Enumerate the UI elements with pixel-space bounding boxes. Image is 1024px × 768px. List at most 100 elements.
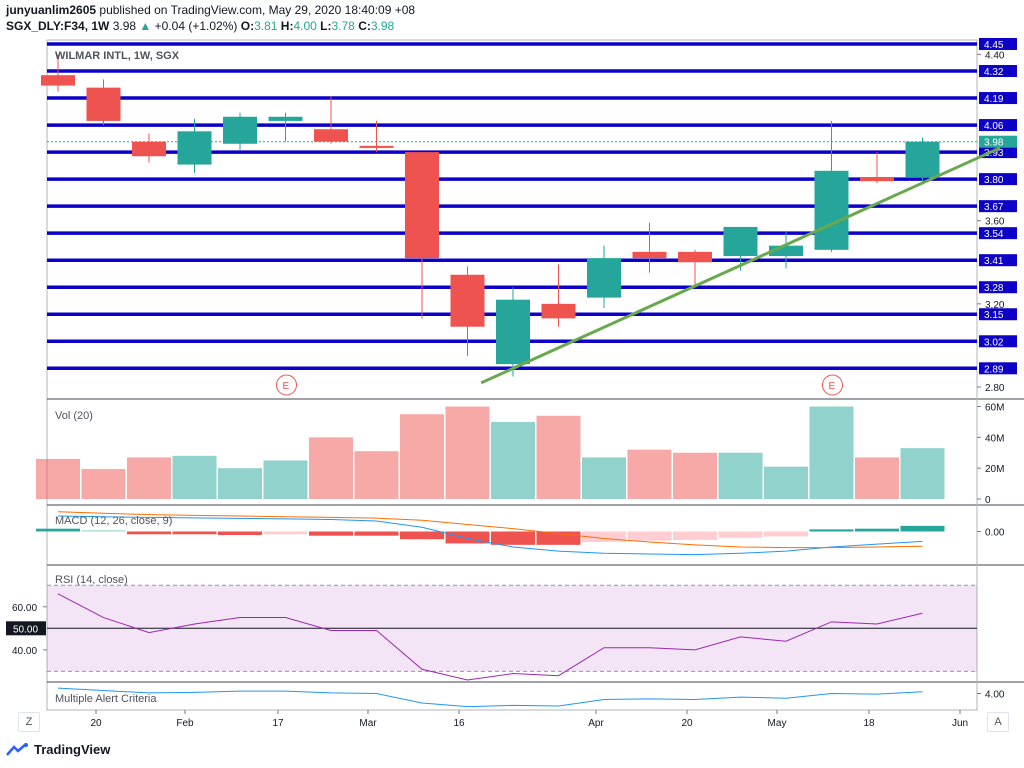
price-level-label: 3.80 <box>984 175 1004 186</box>
volume-bar <box>900 448 945 499</box>
earnings-marker-2-circle <box>822 374 843 396</box>
volume-bar <box>536 415 581 499</box>
macd-histogram-bar <box>491 531 535 545</box>
volume-pane-title: Vol (20) <box>55 410 93 422</box>
volume-bar <box>445 406 490 499</box>
earnings-marker-2-label: E <box>829 381 836 392</box>
macd-histogram-bar <box>263 531 308 535</box>
candle-body <box>814 170 849 250</box>
macd-histogram-bar <box>81 530 126 532</box>
volume-bar <box>400 414 444 499</box>
macd-line <box>57 515 923 556</box>
price-level-tag <box>979 254 1017 267</box>
macd-histogram-bar <box>445 531 490 544</box>
symbol-label: SGX_DLY:F34, 1W <box>6 19 110 33</box>
time-tick-label: May <box>768 718 787 729</box>
price-level-tag <box>979 308 1017 321</box>
price-level-tag <box>979 146 1017 159</box>
candle-body <box>405 152 439 259</box>
price-level-label: 4.32 <box>984 67 1004 78</box>
publisher-line: junyuanlim2605 published on TradingView.… <box>6 3 415 17</box>
price-pane-title: WILMAR INTL, 1W, SGX <box>55 50 180 62</box>
volume-bar <box>263 460 308 499</box>
candle-body <box>723 226 758 257</box>
macd-histogram-bar <box>809 529 854 532</box>
low-value: 3.78 <box>331 19 355 33</box>
macd-histogram-bar <box>309 531 353 536</box>
alert-line <box>57 687 923 708</box>
time-tick-label: 20 <box>681 718 693 729</box>
time-tick-label: 18 <box>863 718 875 729</box>
price-level-label: 3.41 <box>984 256 1004 267</box>
macd-histogram-bar <box>855 528 899 532</box>
price-change: +0.04 (+1.02%) <box>154 19 238 33</box>
candle-body <box>541 303 576 319</box>
candle-body <box>860 177 894 182</box>
current-price-label: 3.98 <box>984 138 1004 149</box>
price-level-tag <box>979 335 1017 348</box>
price-tick-label: 4.40 <box>985 50 1005 61</box>
current-price-tag <box>979 135 1017 148</box>
price-tick-label: 3.20 <box>985 300 1005 311</box>
rsi-line <box>57 593 923 681</box>
alert-tick-label: 4.00 <box>985 690 1005 701</box>
candle-body <box>314 129 348 142</box>
price-level-tag <box>979 362 1017 375</box>
candle-body <box>450 274 485 327</box>
macd-histogram-bar <box>673 531 717 540</box>
volume-bar <box>855 457 899 499</box>
price-tick-label: 3.60 <box>985 217 1005 228</box>
alert-pane-title: Multiple Alert Criteria <box>55 693 157 705</box>
candle-body <box>359 145 394 148</box>
macd-histogram-bar <box>764 531 808 537</box>
price-level-label: 3.93 <box>984 148 1004 159</box>
price-level-tag <box>979 65 1017 78</box>
published-info: published on TradingView.com, May 29, 20… <box>99 3 416 17</box>
volume-bar <box>809 406 854 499</box>
tradingview-logo: TradingView <box>6 742 110 757</box>
price-level-label: 3.15 <box>984 310 1004 321</box>
volume-tick-label: 40M <box>985 433 1004 444</box>
open-label: O: <box>240 19 255 33</box>
rsi-mid-label: 50.00 <box>13 624 38 635</box>
price-level-tag <box>979 92 1017 105</box>
volume-bar <box>718 452 763 499</box>
zoom-reset-button[interactable]: Z <box>18 712 40 732</box>
price-level-label: 3.54 <box>984 229 1004 240</box>
macd-signal-line <box>57 511 923 549</box>
macd-histogram-bar <box>400 531 444 540</box>
macd-histogram-bar <box>627 531 672 541</box>
volume-bar <box>627 449 672 499</box>
close-value: 3.98 <box>370 19 395 33</box>
author-name[interactable]: junyuanlim2605 <box>6 3 97 17</box>
volume-bar <box>36 458 80 499</box>
macd-tick-label: 0.00 <box>985 527 1005 538</box>
tradingview-brand: TradingView <box>34 742 111 757</box>
price-level-label: 4.19 <box>984 94 1004 105</box>
auto-scale-button[interactable]: A <box>987 712 1009 732</box>
volume-bar <box>218 468 262 499</box>
volume-bar <box>491 421 535 499</box>
macd-histogram-bar <box>172 531 217 535</box>
time-tick-label: 16 <box>453 718 465 729</box>
rsi-tick-label: 60.00 <box>12 603 37 614</box>
close-label: C: <box>358 19 371 33</box>
volume-bar <box>673 452 717 499</box>
macd-histogram-bar <box>900 525 945 532</box>
time-tick-label: Feb <box>176 718 194 729</box>
trendline <box>480 146 1001 385</box>
price-level-label: 3.02 <box>984 337 1004 348</box>
time-tick-label: 20 <box>90 718 102 729</box>
price-level-tag <box>979 119 1017 132</box>
candle-body <box>769 245 803 257</box>
time-tick-label: Jun <box>952 718 968 729</box>
volume-bar <box>764 466 808 499</box>
candle-body <box>678 251 712 263</box>
macd-histogram-bar <box>127 531 171 535</box>
candle-body <box>132 141 166 157</box>
volume-bar <box>354 451 399 499</box>
volume-bar <box>309 437 353 499</box>
high-label: H: <box>280 19 294 33</box>
price-level-tag <box>979 281 1017 294</box>
